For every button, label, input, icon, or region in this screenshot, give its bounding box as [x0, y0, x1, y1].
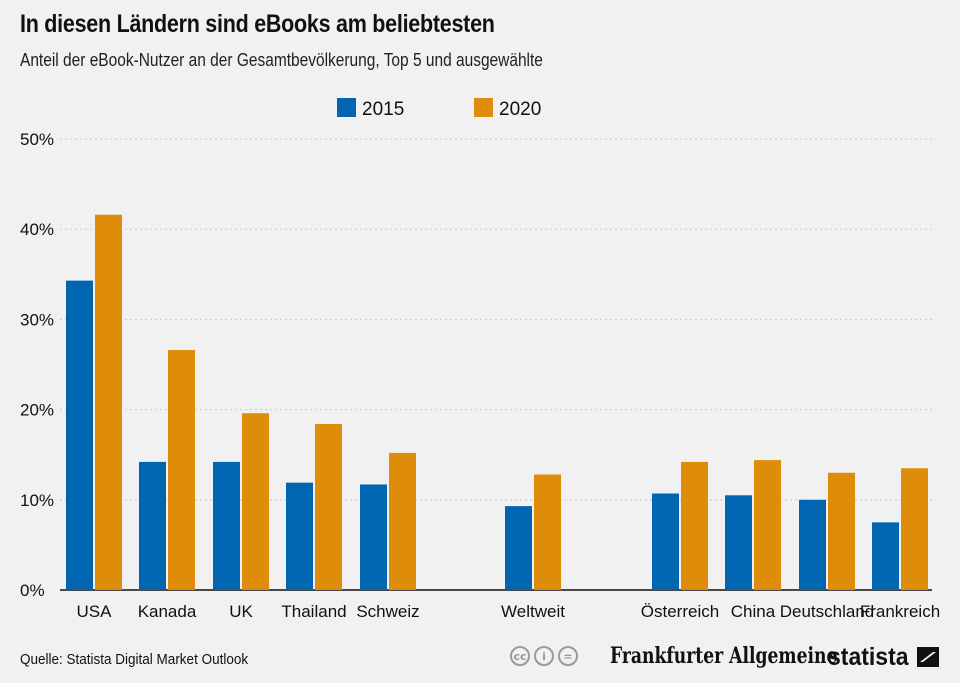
bar-2015-Kanada[interactable] [139, 461, 166, 590]
no-derivatives-icon[interactable]: = [558, 646, 578, 666]
legend-label-2020[interactable]: 2020 [499, 99, 541, 120]
bar-2020-Österreich[interactable] [681, 461, 708, 590]
bar-2015-UK[interactable] [213, 461, 240, 590]
y-axis: 0% 10% 20% 30% 40% 50% [20, 130, 54, 600]
bar-2020-UK[interactable] [242, 413, 269, 590]
bar-2015-USA[interactable] [66, 280, 93, 590]
y-tick-label: 40% [20, 220, 54, 239]
x-axis: USA Kanada UK Thailand Schweiz Weltweit Österr… [77, 602, 941, 621]
statista-logo[interactable]: statista [828, 643, 909, 671]
bar-2020-Frankreich[interactable] [901, 468, 928, 590]
bar-2015-China[interactable] [725, 495, 752, 590]
legend-swatch-2015 [337, 98, 356, 117]
x-tick-label: Schweiz [356, 602, 419, 621]
bar-2015-Thailand[interactable] [286, 482, 313, 590]
bar-2020-Weltweit[interactable] [534, 474, 561, 590]
y-tick-label: 0% [20, 581, 45, 600]
y-tick-label: 30% [20, 310, 54, 329]
bar-2015-Österreich[interactable] [652, 493, 679, 590]
bar-2020-USA[interactable] [95, 214, 122, 590]
bar-2020-Schweiz[interactable] [389, 452, 416, 590]
publisher-logo[interactable]: Frankfurter Allgemeine [610, 643, 838, 669]
chart-title: In diesen Ländern sind eBooks am beliebt… [20, 10, 495, 38]
bar-2020-China[interactable] [754, 460, 781, 590]
cc-icon[interactable]: cc [510, 646, 530, 666]
bars [66, 214, 928, 590]
legend-swatch-2020 [474, 98, 493, 117]
statista-mark-icon [917, 647, 939, 667]
x-tick-label: Thailand [281, 602, 346, 621]
bar-2015-Weltweit[interactable] [505, 506, 532, 590]
bar-2015-Deutschland[interactable] [799, 499, 826, 590]
bar-2020-Deutschland[interactable] [828, 472, 855, 590]
bar-2015-Frankreich[interactable] [872, 522, 899, 590]
x-tick-label: Frankreich [860, 602, 940, 621]
x-tick-label: USA [77, 602, 113, 621]
source-note: Quelle: Statista Digital Market Outlook [20, 651, 249, 668]
x-tick-label: UK [229, 602, 253, 621]
legend: 2015 2020 [337, 98, 541, 120]
chart-subtitle: Anteil der eBook-Nutzer an der Gesamtbev… [20, 50, 543, 70]
x-tick-label: Weltweit [501, 602, 565, 621]
grid [60, 138, 932, 591]
x-tick-label: Österreich [641, 602, 719, 621]
bar-chart: 2015 2020 0% 10% 20% 30% 40% 50% USA Kanada UK Th… [20, 98, 941, 621]
license-icons: cc i = [510, 646, 578, 666]
y-tick-label: 50% [20, 130, 54, 149]
attribution-icon[interactable]: i [534, 646, 554, 666]
bar-2020-Thailand[interactable] [315, 424, 342, 590]
y-tick-label: 10% [20, 491, 54, 510]
x-tick-label: Kanada [138, 602, 197, 621]
x-tick-label: China [731, 602, 776, 621]
legend-label-2015[interactable]: 2015 [362, 99, 404, 120]
y-tick-label: 20% [20, 401, 54, 420]
x-tick-label: Deutschland [780, 602, 875, 621]
bar-2020-Kanada[interactable] [168, 350, 195, 590]
bar-2015-Schweiz[interactable] [360, 484, 387, 590]
